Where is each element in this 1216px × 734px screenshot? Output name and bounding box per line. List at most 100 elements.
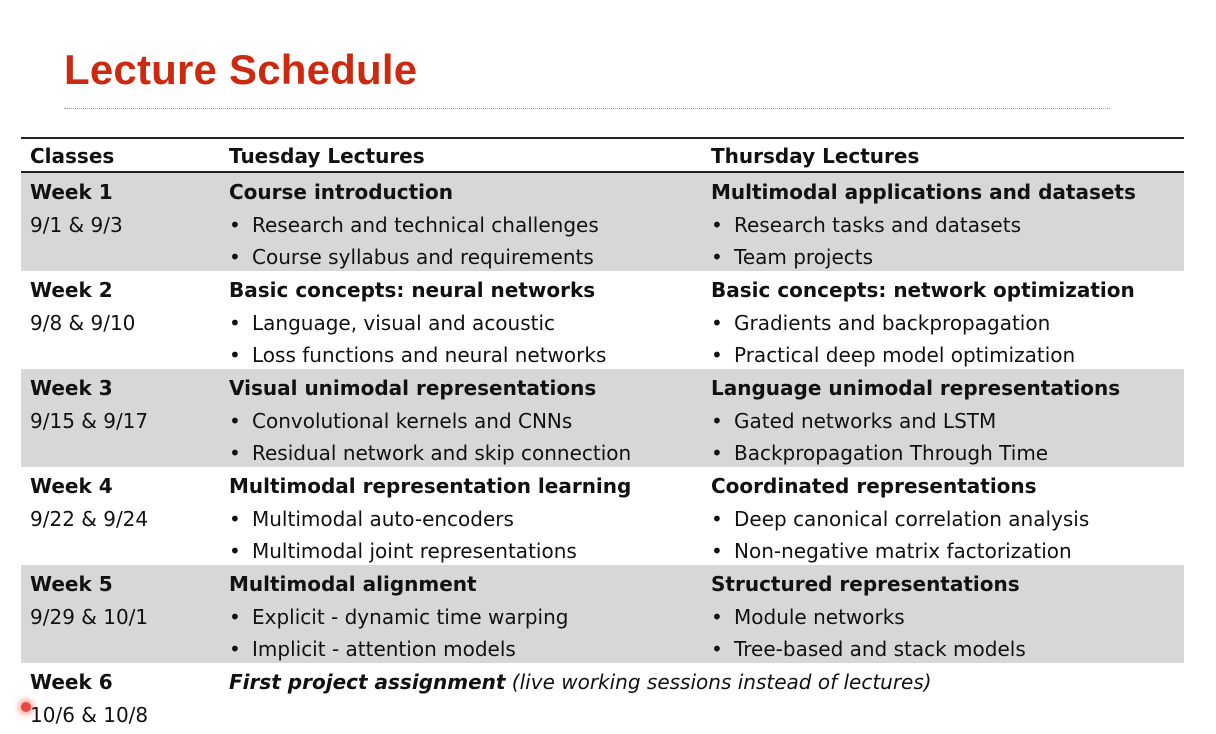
bullet-marker: • xyxy=(229,604,241,629)
title-divider xyxy=(64,108,1110,109)
table-header: Classes Tuesday Lectures Thursday Lectur… xyxy=(21,139,1184,173)
table-row: Week 4 9/22 & 9/24 Multimodal representa… xyxy=(21,467,1184,565)
classes-cell: Week 6 10/6 & 10/8 xyxy=(30,666,148,731)
classes-cell: Week 4 9/22 & 9/24 xyxy=(30,470,148,535)
list-item: • Convolutional kernels and CNNs xyxy=(229,405,631,438)
list-item-text: Loss functions and neural networks xyxy=(252,343,607,367)
list-item: • Module networks xyxy=(711,601,1026,634)
list-item-text: Convolutional kernels and CNNs xyxy=(252,408,573,433)
list-item-text: Team projects xyxy=(734,245,874,269)
lecture-title: Basic concepts: network optimization xyxy=(711,278,1135,302)
week-dates: 10/6 & 10/8 xyxy=(30,702,149,727)
bullet-marker: • xyxy=(711,441,723,465)
list-item: • Multimodal joint representations xyxy=(229,535,631,568)
bullet-marker: • xyxy=(711,245,723,269)
tuesday-cell: Multimodal representation learning • Mult… xyxy=(229,470,631,568)
week-label: Week 6 xyxy=(30,670,113,694)
list-item: • Gradients and backpropagation xyxy=(711,307,1135,340)
project-note-detail: (live working sessions instead of lectur… xyxy=(505,670,932,694)
list-item-text: Explicit - dynamic time warping xyxy=(252,604,569,629)
list-item: • Practical deep model optimization xyxy=(711,339,1135,372)
classes-cell: Week 5 9/29 & 10/1 xyxy=(30,568,148,633)
bullet-marker: • xyxy=(711,604,723,629)
week-dates: 9/29 & 10/1 xyxy=(30,604,149,629)
laser-pointer-dot xyxy=(21,702,31,712)
list-item: • Backpropagation Through Time xyxy=(711,437,1120,470)
list-item: • Tree-based and stack models xyxy=(711,633,1026,666)
bullet-marker: • xyxy=(711,343,723,367)
bullet-marker: • xyxy=(711,506,723,531)
list-item: • Multimodal auto-encoders xyxy=(229,503,631,536)
thursday-cell: Language unimodal representations • Gated… xyxy=(711,372,1120,470)
list-item: • Deep canonical correlation analysis xyxy=(711,503,1089,536)
list-item: • Team projects xyxy=(711,241,1136,274)
lecture-title: Multimodal representation learning xyxy=(229,474,632,498)
table-row: Week 3 9/15 & 9/17 Visual unimodal repre… xyxy=(21,369,1184,467)
list-item: • Residual network and skip connection xyxy=(229,437,631,470)
list-item-text: Practical deep model optimization xyxy=(734,343,1076,367)
lecture-title: Coordinated representations xyxy=(711,474,1037,498)
bullet-marker: • xyxy=(229,310,241,335)
tuesday-cell: Course introduction • Research and techni… xyxy=(229,176,599,274)
week-dates: 9/22 & 9/24 xyxy=(30,506,149,531)
bullet-marker: • xyxy=(229,506,241,531)
list-item-text: Research tasks and datasets xyxy=(734,212,1021,237)
week-label: Week 3 xyxy=(30,376,113,400)
thursday-cell: Multimodal applications and datasets • Re… xyxy=(711,176,1136,274)
bullet-marker: • xyxy=(711,310,723,335)
lecture-title: Multimodal alignment xyxy=(229,572,477,596)
week-dates: 9/15 & 9/17 xyxy=(30,408,149,433)
lecture-title: Visual unimodal representations xyxy=(229,376,597,400)
bullet-marker: • xyxy=(711,408,723,433)
lecture-title: Course introduction xyxy=(229,180,454,204)
lecture-title: Basic concepts: neural networks xyxy=(229,278,596,302)
list-item-text: Tree-based and stack models xyxy=(734,637,1026,661)
schedule-table: Classes Tuesday Lectures Thursday Lectur… xyxy=(21,137,1184,733)
header-tuesday: Tuesday Lectures xyxy=(229,144,425,168)
list-item-text: Deep canonical correlation analysis xyxy=(734,506,1090,531)
bullet-marker: • xyxy=(229,245,241,269)
classes-cell: Week 1 9/1 & 9/3 xyxy=(30,176,123,241)
tuesday-cell: Visual unimodal representations • Convolu… xyxy=(229,372,631,470)
week-label: Week 2 xyxy=(30,278,113,302)
list-item-text: Gated networks and LSTM xyxy=(734,408,997,433)
list-item-text: Gradients and backpropagation xyxy=(734,310,1051,335)
thursday-cell: Coordinated representations • Deep canoni… xyxy=(711,470,1089,568)
list-item-text: Language, visual and acoustic xyxy=(252,310,556,335)
lecture-title: Structured representations xyxy=(711,572,1020,596)
bullet-marker: • xyxy=(711,212,723,237)
bullet-marker: • xyxy=(711,637,723,661)
bullet-marker: • xyxy=(229,441,241,465)
table-row: Week 6 10/6 & 10/8 First project assignm… xyxy=(21,663,1184,733)
list-item-text: Course syllabus and requirements xyxy=(252,245,594,269)
bullet-marker: • xyxy=(229,343,241,367)
header-thursday: Thursday Lectures xyxy=(711,144,920,168)
page-title: Lecture Schedule xyxy=(64,46,418,93)
week-label: Week 5 xyxy=(30,572,113,596)
table-row: Week 2 9/8 & 9/10 Basic concepts: neural… xyxy=(21,271,1184,369)
project-note-line: First project assignment (live working s… xyxy=(229,666,932,699)
list-item-text: Research and technical challenges xyxy=(252,212,599,237)
list-item: • Gated networks and LSTM xyxy=(711,405,1120,438)
thursday-cell: Basic concepts: network optimization • Gr… xyxy=(711,274,1135,372)
list-item: • Research tasks and datasets xyxy=(711,209,1136,242)
list-item-text: Implicit - attention models xyxy=(252,637,516,661)
header-classes: Classes xyxy=(30,144,115,168)
project-note: First project assignment (live working s… xyxy=(229,666,932,699)
project-note-title: First project assignment xyxy=(229,670,506,694)
bullet-marker: • xyxy=(229,212,241,237)
list-item-text: Module networks xyxy=(734,604,905,629)
table-row: Week 5 9/29 & 10/1 Multimodal alignment … xyxy=(21,565,1184,663)
bullet-marker: • xyxy=(229,637,241,661)
lecture-title: Multimodal applications and datasets xyxy=(711,180,1136,204)
list-item: • Language, visual and acoustic xyxy=(229,307,606,340)
tuesday-cell: Multimodal alignment • Explicit - dynamic… xyxy=(229,568,568,666)
bullet-marker: • xyxy=(711,539,723,563)
list-item-text: Multimodal joint representations xyxy=(252,539,577,563)
bullet-marker: • xyxy=(229,539,241,563)
table-row: Week 1 9/1 & 9/3 Course introduction • Re… xyxy=(21,173,1184,271)
list-item-text: Residual network and skip connection xyxy=(252,441,632,465)
week-dates: 9/1 & 9/3 xyxy=(30,212,123,237)
list-item: • Non-negative matrix factorization xyxy=(711,535,1089,568)
list-item: • Implicit - attention models xyxy=(229,633,568,666)
